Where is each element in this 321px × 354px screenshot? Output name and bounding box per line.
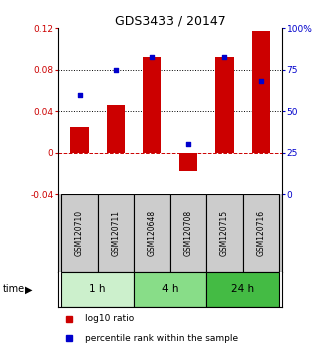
Text: GSM120715: GSM120715 — [220, 210, 229, 256]
Text: GSM120711: GSM120711 — [111, 210, 120, 256]
Text: ▶: ▶ — [25, 285, 33, 295]
Point — [113, 67, 118, 73]
Text: GSM120710: GSM120710 — [75, 210, 84, 256]
Bar — [215, 57, 234, 153]
Point — [186, 142, 191, 147]
Point — [77, 92, 82, 98]
Point — [258, 79, 263, 84]
Bar — [107, 105, 125, 153]
Text: percentile rank within the sample: percentile rank within the sample — [85, 334, 238, 343]
Text: time: time — [3, 285, 25, 295]
Bar — [243, 194, 279, 272]
Bar — [179, 153, 197, 171]
Title: GDS3433 / 20147: GDS3433 / 20147 — [115, 14, 226, 27]
Text: GSM120708: GSM120708 — [184, 210, 193, 256]
Text: GSM120648: GSM120648 — [148, 210, 157, 256]
Bar — [206, 272, 279, 307]
Bar — [71, 127, 89, 153]
Point — [150, 54, 155, 59]
Bar — [252, 32, 270, 153]
Bar — [61, 194, 98, 272]
Bar — [134, 194, 170, 272]
Text: GSM120716: GSM120716 — [256, 210, 265, 256]
Bar — [206, 194, 243, 272]
Text: 24 h: 24 h — [231, 285, 254, 295]
Text: log10 ratio: log10 ratio — [85, 314, 134, 323]
Bar — [143, 57, 161, 153]
Point — [222, 54, 227, 59]
Bar — [61, 272, 134, 307]
Bar — [134, 272, 206, 307]
Text: 4 h: 4 h — [162, 285, 178, 295]
Text: 1 h: 1 h — [89, 285, 106, 295]
Bar — [98, 194, 134, 272]
Bar — [170, 194, 206, 272]
